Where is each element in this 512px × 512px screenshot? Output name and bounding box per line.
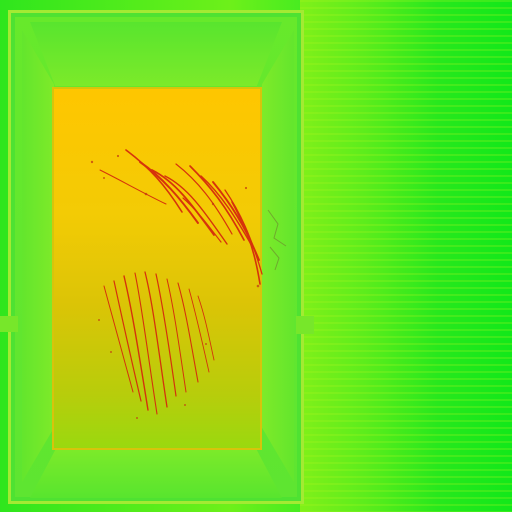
frame-bevel-top: [30, 22, 282, 86]
frame-bevel-left: [22, 30, 54, 482]
frame-notch-right: [296, 316, 314, 334]
inner-panel: [52, 87, 262, 450]
right-texture-field: [300, 0, 512, 512]
frame-bevel-bottom: [30, 450, 282, 498]
frame-bevel-right: [262, 30, 294, 482]
frame-notch-left: [0, 316, 18, 332]
